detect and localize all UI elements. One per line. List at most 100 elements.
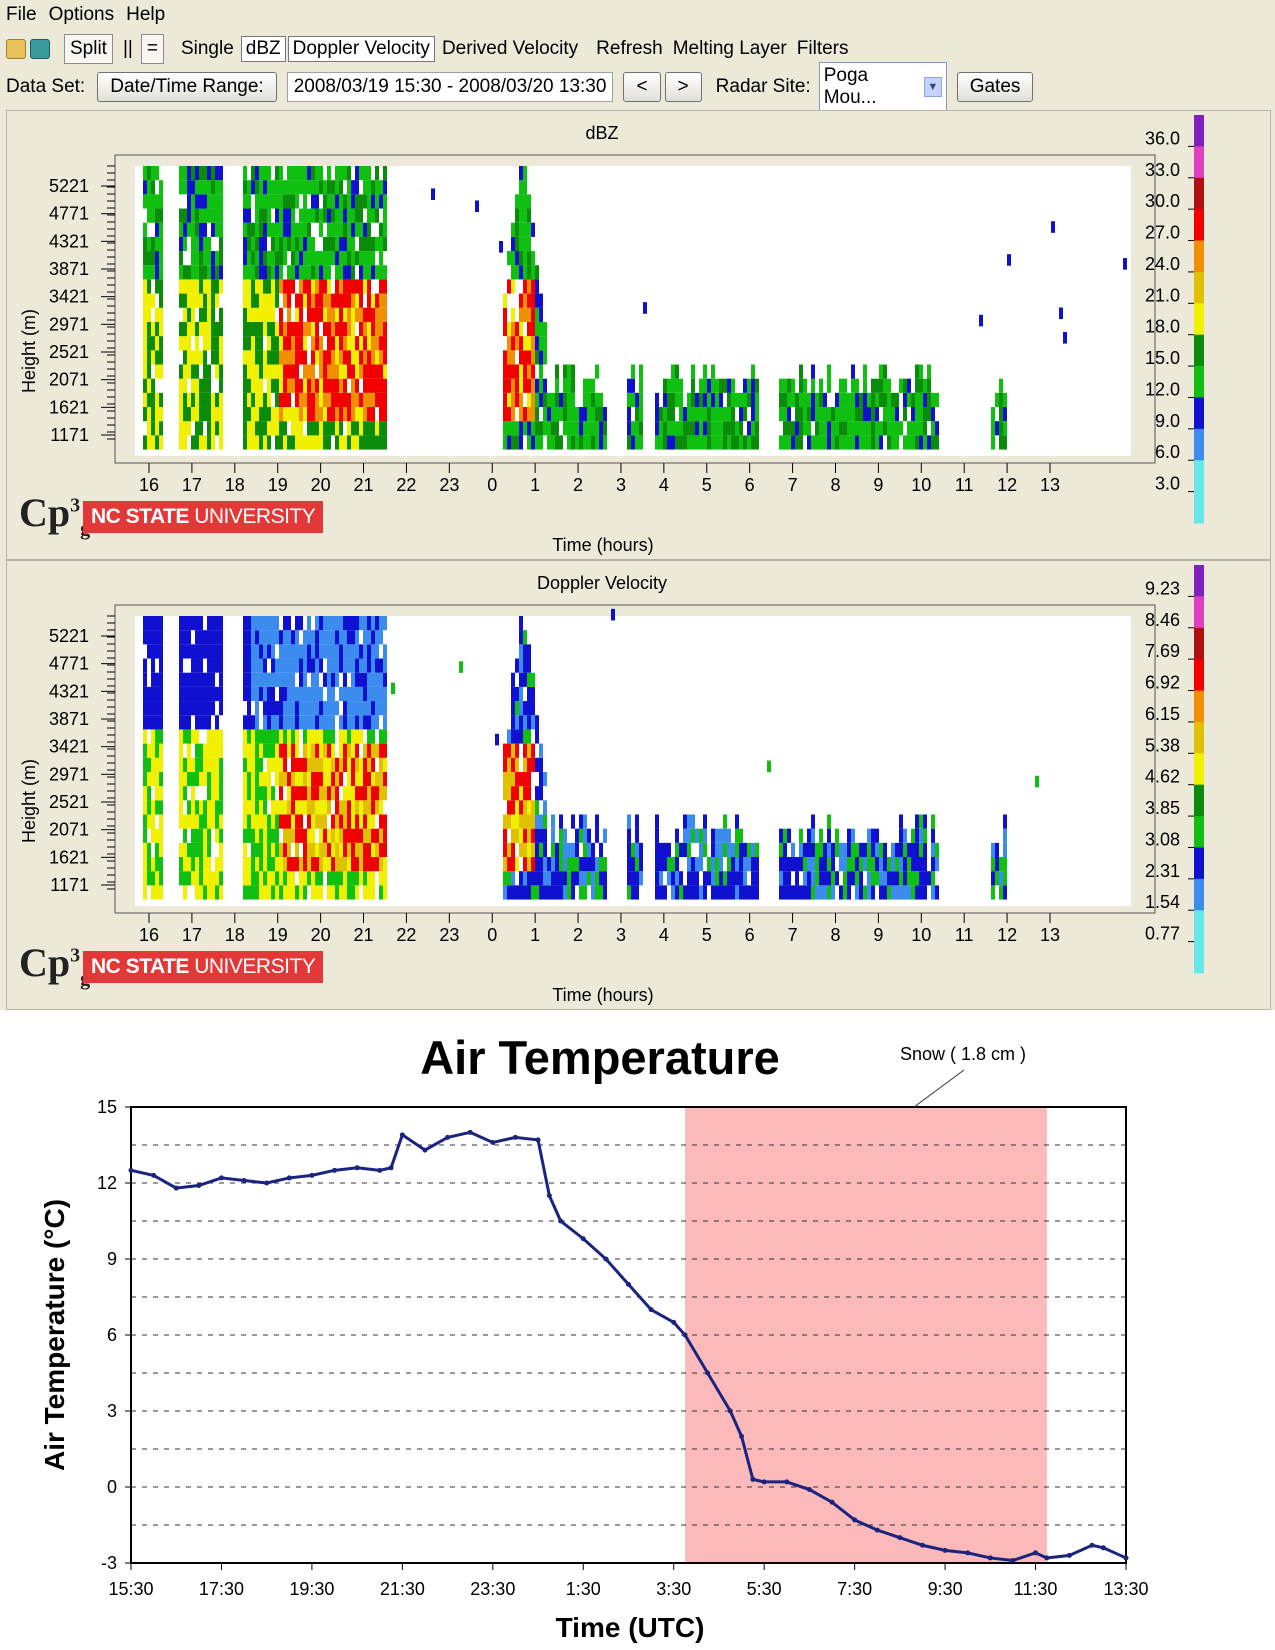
dv-heat-cell — [351, 701, 355, 716]
dv-heat-cell — [383, 686, 387, 702]
dbz-heat-cell — [199, 321, 203, 337]
dv-colorbar-label: 8.46 — [1145, 610, 1180, 630]
dv-heat-cell — [519, 672, 523, 687]
dbz-heat-cell — [199, 307, 203, 322]
dbz-heat-cell — [663, 421, 667, 436]
dbz-colorbar-segment — [1194, 240, 1204, 273]
temperature-series-points — [128, 1129, 1129, 1563]
dbz-heat-cell — [691, 392, 695, 408]
dv-heat-cell — [263, 871, 267, 886]
dbz-heat-cell — [331, 251, 335, 266]
xtick-label: 19:30 — [289, 1579, 334, 1599]
open-folder-icon[interactable] — [6, 39, 26, 59]
dbz-heat-cell — [527, 392, 531, 408]
dbz-heat-cell — [179, 435, 183, 450]
dv-heat-cell — [283, 658, 287, 673]
dbz-heat-cell — [351, 336, 355, 351]
dbz-heat-cell — [183, 321, 187, 337]
dv-heat-cell — [743, 885, 747, 900]
dv-heat-cell — [379, 871, 383, 886]
dv-heat-cell — [195, 743, 199, 758]
dv-heat-cell — [327, 857, 331, 872]
dv-heat-cell — [915, 857, 919, 872]
dbz-button[interactable]: dBZ — [240, 36, 286, 62]
menu-help[interactable]: Help — [126, 4, 166, 25]
date-time-range-button[interactable]: Date/Time Range: — [97, 72, 277, 102]
dbz-heat-cell — [331, 180, 335, 195]
dv-heat-cell — [215, 786, 219, 801]
dv-heat-cell — [183, 771, 187, 787]
dv-heat-cell — [295, 757, 299, 772]
dbz-heat-cell — [315, 378, 319, 393]
dbz-heat-cell — [375, 180, 379, 195]
side-by-side-button[interactable]: || — [122, 38, 133, 59]
refresh-button[interactable]: Refresh — [596, 38, 663, 59]
dbz-heat-cell — [207, 307, 211, 322]
dbz-heat-cell — [683, 407, 687, 422]
doppler-velocity-button[interactable]: Doppler Velocity — [287, 36, 435, 62]
dv-heat-cell — [331, 686, 335, 702]
dbz-heat-cell — [203, 407, 207, 422]
melting-layer-button[interactable]: Melting Layer — [672, 38, 787, 59]
dbz-heat-cell — [311, 336, 315, 351]
dbz-heat-cell — [699, 407, 703, 422]
dbz-heat-cell — [655, 407, 659, 422]
dbz-heat-cell — [751, 435, 755, 450]
dv-heat-cell — [291, 885, 295, 900]
filters-button[interactable]: Filters — [796, 38, 849, 59]
dv-heat-cell — [315, 616, 319, 631]
dv-heat-cell — [739, 857, 743, 872]
single-button[interactable]: Single — [180, 38, 234, 59]
dv-heat-cell — [195, 885, 199, 900]
dbz-heat-cell — [371, 435, 375, 450]
previous-button[interactable]: < — [623, 72, 661, 102]
dbz-heat-cell — [351, 194, 355, 209]
dbz-heat-cell — [247, 421, 251, 436]
doppler-xlabel: Time (hours) — [552, 985, 653, 1005]
dbz-heat-cell — [287, 336, 291, 351]
dbz-heat-cell — [375, 364, 379, 379]
dbz-heat-cell — [803, 378, 807, 393]
dbz-heat-cell — [871, 407, 875, 422]
gates-button[interactable]: Gates — [956, 72, 1034, 102]
dv-heat-cell — [923, 814, 927, 829]
dbz-heat-cell — [551, 435, 555, 450]
dv-heat-cell — [819, 857, 823, 872]
stacked-button[interactable]: = — [140, 34, 164, 64]
dv-heat-cell — [367, 743, 371, 758]
dv-heat-cell — [283, 715, 287, 730]
radar-site-select[interactable]: Poga Mou... ▼ — [818, 62, 947, 112]
dv-heat-cell — [283, 672, 287, 687]
derived-velocity-button[interactable]: Derived Velocity — [441, 38, 579, 59]
dbz-heat-cell — [215, 350, 219, 365]
dbz-heat-cell — [179, 180, 183, 195]
dv-heat-cell — [535, 814, 539, 829]
dbz-heat-cell — [215, 364, 219, 379]
dbz-heat-cell — [535, 392, 539, 408]
menu-options[interactable]: Options — [48, 4, 115, 25]
dbz-heat-cell — [323, 208, 327, 223]
dbz-heat-cell — [255, 364, 259, 379]
dbz-heat-cell — [887, 435, 891, 450]
next-button[interactable]: > — [664, 72, 702, 102]
dbz-heat-cell — [155, 407, 159, 422]
dv-heat-cell — [335, 672, 339, 687]
dbz-heat-cell — [711, 421, 715, 436]
dbz-heat-cell — [243, 180, 247, 195]
menu-file[interactable]: File — [6, 4, 37, 25]
dbz-heat-cell — [303, 378, 307, 393]
dbz-heat-cell — [327, 392, 331, 408]
dbz-heat-cell — [871, 421, 875, 436]
date-time-range-field[interactable]: 2008/03/19 15:30 - 2008/03/20 13:30 — [286, 72, 614, 102]
dv-heat-cell — [283, 842, 287, 858]
chevron-down-icon[interactable]: ▼ — [924, 77, 942, 97]
dv-heat-cell — [207, 814, 211, 829]
dbz-heat-cell — [515, 421, 519, 436]
dbz-heat-cell — [255, 251, 259, 266]
dbz-heat-cell — [263, 265, 267, 280]
split-button[interactable]: Split — [64, 34, 113, 64]
dv-heat-cell — [687, 885, 691, 900]
book-icon[interactable] — [30, 39, 50, 59]
dv-heat-cell — [199, 644, 203, 659]
dbz-heat-cell — [207, 407, 211, 422]
